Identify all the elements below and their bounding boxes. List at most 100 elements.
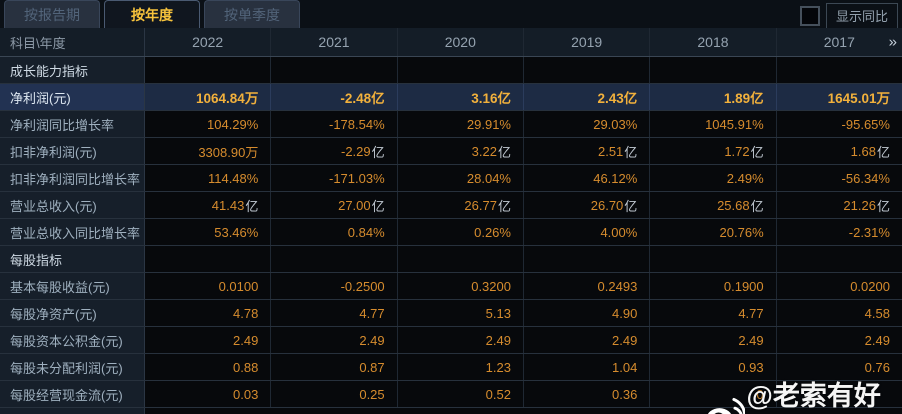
cell-value: 5.13 [398, 300, 524, 326]
year-header[interactable]: 2021 [271, 28, 398, 56]
tab-yearly[interactable]: 按年度 [104, 0, 200, 28]
cell-value: 3308.90万 [145, 138, 272, 164]
year-header[interactable]: 2018 [650, 28, 777, 56]
table-row[interactable]: 每股未分配利润(元) 0.88 0.87 1.23 1.04 0.93 0.76 [0, 354, 902, 381]
cell-value: 0.3200 [398, 273, 524, 299]
cell-value: 0.25 [271, 381, 398, 407]
table-row[interactable]: 扣非净利润同比增长率 114.48% -171.03% 28.04% 46.12% 2.4… [0, 165, 902, 192]
year-header[interactable]: 2017 » [777, 28, 902, 56]
cell-value [777, 57, 902, 83]
cell-value: 53.46% [145, 219, 272, 245]
cell-value [650, 246, 777, 272]
table-row[interactable]: 营业总收入(元) 41.43 亿 27.00 亿 26.77 亿 26.70 亿 25.68 亿 21… [0, 192, 902, 219]
cell-value: 2.49 [864, 332, 890, 348]
cell-value: 1.68 亿 [850, 143, 890, 160]
table-row[interactable]: 基本每股收益(元) 0.0100 -0.2500 0.3200 0.2493 0.1900… [0, 273, 902, 300]
row-label: 扣非净利润同比增长率 [0, 165, 145, 191]
cell-value: 4.78 [145, 300, 272, 326]
cell-value: 4.77 [271, 300, 398, 326]
cell-value [650, 57, 777, 83]
cell-value: 25.68 亿 [650, 192, 777, 218]
show-yoy-checkbox[interactable] [799, 6, 820, 26]
cell-value: 20.76% [650, 219, 777, 245]
row-label: 基本每股收益(元) [0, 273, 145, 299]
cell-value: 1645.01万 [827, 91, 890, 106]
cell-value: 2.49 [145, 327, 272, 353]
cell-value: 46.12% [524, 165, 651, 191]
year-header[interactable]: 2019 [524, 28, 651, 56]
cell-value: 2.49 [398, 327, 524, 353]
row-label: 每股净资产(元) [0, 300, 145, 326]
cell-value: 1.72 亿 [650, 138, 777, 164]
year-header[interactable]: 2022 [145, 28, 272, 56]
cell-value: 4.58 [864, 305, 890, 321]
cell-value: 1064.84万 [145, 84, 272, 110]
table-row[interactable]: 扣非净利润(元) 3308.90万 -2.29 亿 3.22 亿 2.51 亿 1.72 亿 1.6… [0, 138, 902, 165]
table-row[interactable]: 营业总收入同比增长率 53.46% 0.84% 0.26% 4.00% 20.76% -2.… [0, 219, 902, 246]
cell-value: 0.76 [864, 359, 890, 375]
cell-value: 2.51 亿 [524, 138, 651, 164]
cell-value: 4.90 [524, 300, 651, 326]
cell-value [145, 57, 272, 83]
cell-value: 4.77 [650, 300, 777, 326]
year-header[interactable]: 2020 [398, 28, 524, 56]
cell-value: 0.84% [271, 219, 398, 245]
row-label: 每股指标 [0, 246, 145, 272]
tab-report-period[interactable]: 按报告期 [4, 0, 100, 28]
cell-value: 0.2493 [524, 273, 651, 299]
cell-value: 2.49 [650, 327, 777, 353]
cell-value: 29.03% [524, 111, 651, 137]
cell-value: 27.00 亿 [271, 192, 398, 218]
cell-value: -95.65% [841, 116, 890, 132]
cell-value: 2.49% [650, 165, 777, 191]
cell-value: 1.23 [398, 354, 524, 380]
table-row[interactable]: 净利润(元) 1064.84万 -2.48亿 3.16亿 2.43亿 1.89亿 1645.… [0, 84, 902, 111]
cell-value: 0.52 [398, 381, 524, 407]
more-columns-icon[interactable]: » [888, 33, 897, 51]
corner-header: 科目\年度 [0, 28, 145, 56]
cell-value: -2.29 亿 [271, 138, 398, 164]
tab-single-quarter[interactable]: 按单季度 [204, 0, 300, 28]
cell-value [398, 57, 524, 83]
metrics-table: 科目\年度 2022 2021 2020 2019 2018 2017 » 成长… [0, 28, 902, 414]
show-yoy-label[interactable]: 显示同比 [825, 3, 898, 29]
row-label: 成长能力指标 [0, 57, 145, 83]
cell-value: 0.88 [145, 354, 272, 380]
table-row[interactable]: 每股经营现金流(元) 0.03 0.25 0.52 0.36 0 [0, 381, 902, 408]
table-row[interactable]: 每股资本公积金(元) 2.49 2.49 2.49 2.49 2.49 2.49 [0, 327, 902, 354]
table-row[interactable]: 净利润同比增长率 104.29% -178.54% 29.91% 29.03% 1045.… [0, 111, 902, 138]
table-cutoff-row [0, 408, 902, 414]
cell-value: 0.03 [145, 381, 272, 407]
table-header-row: 科目\年度 2022 2021 2020 2019 2018 2017 » [0, 28, 902, 57]
cell-value [271, 57, 398, 83]
cell-value: 1.89亿 [650, 84, 777, 110]
table-row[interactable]: 成长能力指标 [0, 57, 902, 84]
row-label: 营业总收入同比增长率 [0, 219, 145, 245]
year-header-label: 2017 [823, 34, 855, 50]
cutoff-label-cell [0, 408, 145, 414]
cell-value: -56.34% [841, 170, 890, 186]
cell-value [524, 57, 651, 83]
cell-value: 41.43 亿 [145, 192, 272, 218]
cell-value: 26.70 亿 [524, 192, 651, 218]
cell-value: 1.04 [524, 354, 651, 380]
cell-value: -2.48亿 [271, 84, 398, 110]
cell-value: 104.29% [145, 111, 272, 137]
row-label: 扣非净利润(元) [0, 138, 145, 164]
table-body: 成长能力指标 净利润(元) 1064.84万 -2.48亿 3.16亿 2.43亿 1.89… [0, 57, 902, 408]
cell-value: 3.22 亿 [398, 138, 524, 164]
table-row[interactable]: 每股指标 [0, 246, 902, 273]
cell-value: 0.0200 [850, 278, 890, 294]
row-label: 每股经营现金流(元) [0, 381, 145, 407]
cell-value: 26.77 亿 [398, 192, 524, 218]
table-row[interactable]: 每股净资产(元) 4.78 4.77 5.13 4.90 4.77 4.58 [0, 300, 902, 327]
cell-value: 0.36 [524, 381, 651, 407]
cell-value: -171.03% [271, 165, 398, 191]
cell-value: 2.49 [524, 327, 651, 353]
row-label: 净利润(元) [0, 84, 145, 110]
cell-value [398, 246, 524, 272]
cell-value: 0.87 [271, 354, 398, 380]
cell-value: 0.26% [398, 219, 524, 245]
cell-value: 0.0100 [145, 273, 272, 299]
